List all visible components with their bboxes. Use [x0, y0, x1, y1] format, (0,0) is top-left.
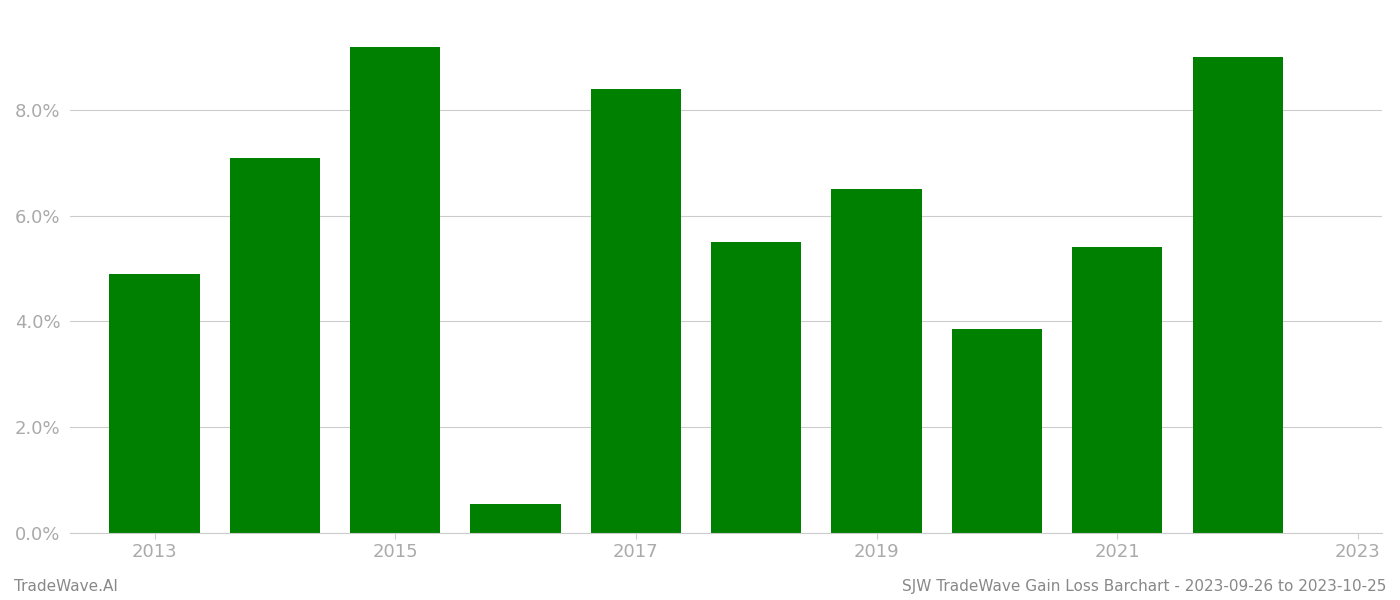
Bar — [1193, 57, 1282, 533]
Bar — [952, 329, 1042, 533]
Bar — [1072, 247, 1162, 533]
Bar — [470, 503, 561, 533]
Bar — [109, 274, 200, 533]
Text: SJW TradeWave Gain Loss Barchart - 2023-09-26 to 2023-10-25: SJW TradeWave Gain Loss Barchart - 2023-… — [902, 579, 1386, 594]
Text: TradeWave.AI: TradeWave.AI — [14, 579, 118, 594]
Bar — [711, 242, 801, 533]
Bar — [591, 89, 680, 533]
Bar — [832, 189, 921, 533]
Bar — [350, 47, 441, 533]
Bar — [230, 158, 321, 533]
